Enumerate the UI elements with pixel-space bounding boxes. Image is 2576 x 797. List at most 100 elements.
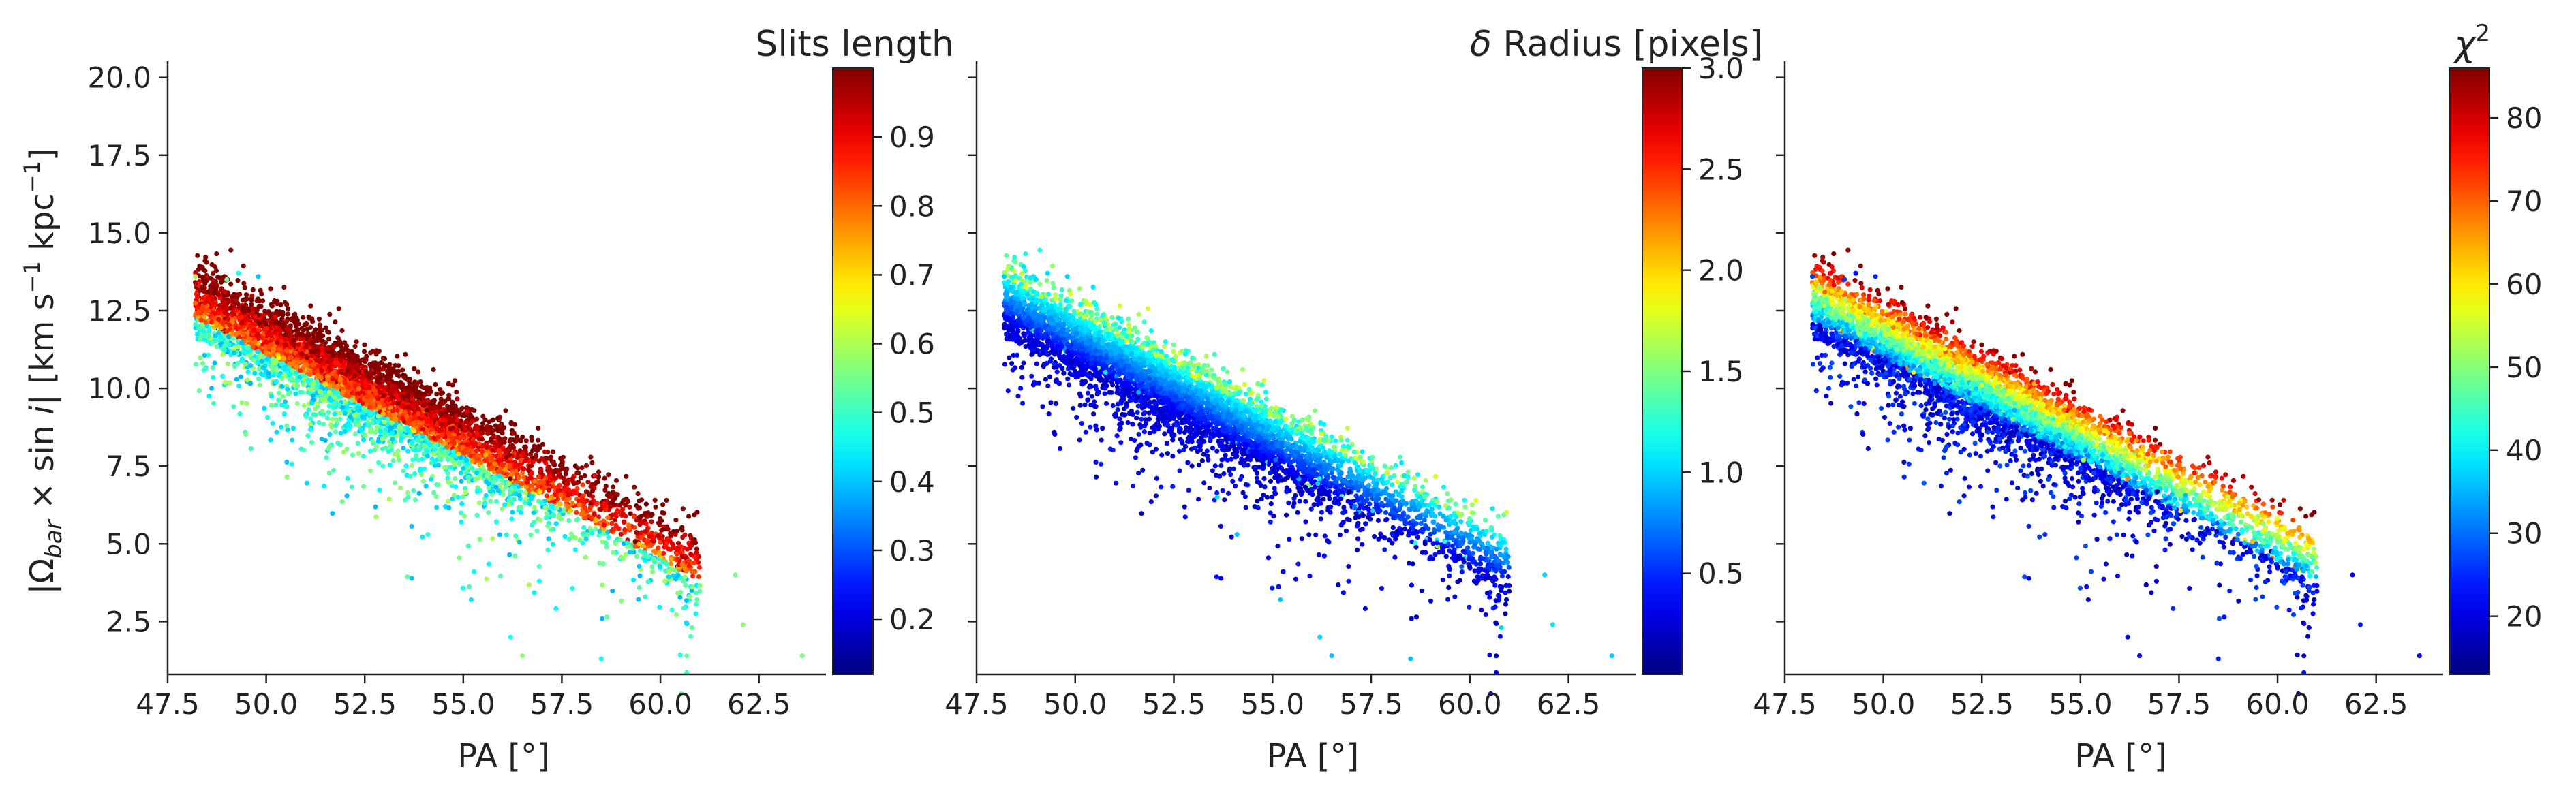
- scatter-point: [462, 426, 467, 431]
- scatter-point: [420, 534, 425, 540]
- scatter-point: [315, 358, 320, 364]
- scatter-point: [342, 360, 348, 365]
- scatter-point: [288, 355, 294, 360]
- scatter-point: [500, 445, 506, 450]
- scatter-point: [507, 488, 513, 493]
- scatter-point: [598, 507, 604, 512]
- scatter-point: [419, 456, 425, 462]
- scatter-point: [456, 451, 461, 457]
- scatter-point: [321, 361, 326, 366]
- scatter-point: [618, 531, 624, 537]
- scatter-point: [632, 539, 638, 544]
- scatter-point: [212, 311, 217, 316]
- scatter-point: [697, 583, 703, 589]
- scatter-point: [530, 455, 536, 461]
- scatter-point: [242, 350, 247, 356]
- scatter-point: [388, 420, 394, 425]
- scatter-point: [445, 449, 451, 455]
- scatter-point: [327, 311, 333, 317]
- scatter-point: [418, 379, 423, 385]
- scatter-point: [257, 382, 262, 388]
- scatter-point: [645, 579, 651, 584]
- scatter-point: [490, 448, 495, 453]
- scatter-point: [349, 484, 355, 490]
- scatter-point: [662, 527, 668, 532]
- scatter-point: [395, 354, 400, 359]
- scatter-point: [344, 493, 350, 499]
- scatter-point: [692, 569, 698, 574]
- scatter-point: [551, 527, 556, 532]
- panel-1: 47.5 50.0 52.5 55.0 57.5 60.0 62.52.55.07.510.…: [19, 24, 954, 775]
- scatter-point: [553, 606, 559, 612]
- scatter-point: [636, 597, 641, 602]
- scatter-point: [666, 546, 671, 552]
- scatter-point: [482, 501, 488, 506]
- scatter-point: [460, 494, 465, 499]
- scatter-point: [337, 410, 343, 416]
- scatter-point: [476, 500, 482, 505]
- scatter-point: [304, 480, 309, 486]
- scatter-point: [283, 342, 288, 347]
- scatter-point: [450, 449, 456, 454]
- scatter-point: [507, 452, 512, 458]
- scatter-point: [536, 474, 542, 480]
- scatter-point: [239, 400, 245, 405]
- scatter-point: [683, 582, 688, 588]
- scatter-point: [262, 309, 268, 314]
- scatter-point: [251, 327, 257, 332]
- scatter-point: [326, 409, 331, 416]
- scatter-point: [398, 485, 403, 491]
- scatter-point: [348, 414, 353, 420]
- scatter-point: [438, 422, 444, 427]
- scatter-point: [445, 457, 451, 463]
- scatter-point: [316, 316, 322, 322]
- scatter-point: [282, 300, 288, 305]
- scatter-point: [194, 331, 200, 337]
- scatter-point: [284, 459, 290, 465]
- scatter-point: [506, 498, 512, 503]
- scatter-point: [502, 425, 507, 431]
- scatter-point: [613, 478, 619, 483]
- scatter-point: [198, 355, 203, 360]
- scatter-point: [462, 413, 467, 418]
- scatter-point: [444, 407, 450, 413]
- scatter-point: [690, 584, 695, 590]
- scatter-point: [608, 494, 613, 499]
- scatter-point: [512, 437, 517, 443]
- scatter-point: [611, 527, 616, 532]
- scatter-point: [220, 351, 226, 358]
- scatter-point: [303, 413, 309, 419]
- scatter-point: [545, 547, 551, 553]
- scatter-point: [572, 547, 578, 552]
- scatter-point: [406, 384, 412, 390]
- scatter-point: [342, 380, 348, 386]
- scatter-point: [267, 343, 273, 348]
- scatter-point: [674, 551, 679, 557]
- scatter-point: [539, 501, 545, 506]
- scatter-point: [274, 299, 279, 304]
- scatter-point: [435, 434, 441, 439]
- scatter-point: [361, 437, 367, 443]
- scatter-point: [350, 349, 355, 354]
- scatter-point: [367, 385, 372, 390]
- scatter-point: [268, 286, 273, 292]
- scatter-point: [526, 468, 532, 473]
- scatter-point: [269, 302, 274, 307]
- scatter-point: [367, 390, 372, 395]
- scatter-point: [200, 361, 206, 366]
- scatter-point: [326, 471, 332, 476]
- scatter-point: [334, 390, 339, 396]
- scatter-point: [536, 425, 541, 431]
- scatter-point: [453, 428, 459, 434]
- scatter-point: [463, 490, 468, 495]
- scatter-point: [692, 560, 697, 565]
- scatter-point: [412, 471, 418, 477]
- scatter-point: [421, 385, 427, 390]
- scatter-point: [532, 520, 537, 525]
- scatter-point: [303, 322, 309, 327]
- scatter-point: [220, 373, 226, 379]
- scatter-point: [298, 368, 303, 373]
- scatter-point: [348, 366, 353, 371]
- scatter-point: [386, 373, 391, 378]
- scatter-point: [369, 420, 375, 426]
